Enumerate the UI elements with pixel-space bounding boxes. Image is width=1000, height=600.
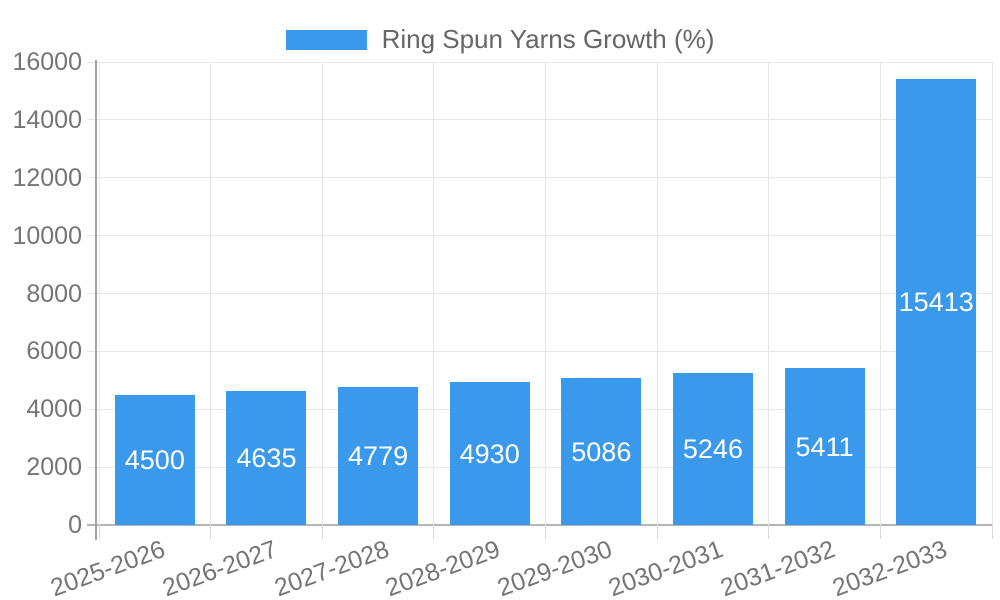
x-gridline bbox=[768, 62, 770, 525]
x-tick-label: 2026-2027 bbox=[158, 535, 281, 600]
x-tick-label: 2028-2029 bbox=[381, 535, 504, 600]
y-gridline bbox=[87, 350, 992, 352]
x-tick-label: 2031-2032 bbox=[716, 535, 839, 600]
x-gridline bbox=[656, 62, 658, 525]
y-axis-line bbox=[95, 60, 97, 540]
y-gridline bbox=[87, 408, 992, 410]
y-gridline bbox=[87, 466, 992, 468]
bar-value-label: 4779 bbox=[348, 441, 409, 471]
x-gridline bbox=[98, 62, 100, 525]
bar bbox=[896, 79, 977, 525]
x-gridline bbox=[991, 62, 993, 525]
x-tick-label: 2025-2026 bbox=[47, 535, 170, 600]
x-tick bbox=[210, 525, 212, 539]
bar-value-label: 4635 bbox=[236, 443, 297, 473]
x-tick-label: 2029-2030 bbox=[493, 535, 616, 600]
y-gridline bbox=[87, 119, 992, 121]
bar-value-label: 15413 bbox=[898, 287, 974, 317]
bar bbox=[114, 395, 195, 525]
y-tick-label: 6000 bbox=[26, 337, 82, 366]
y-tick-label: 12000 bbox=[12, 163, 82, 192]
y-tick-label: 8000 bbox=[26, 279, 82, 308]
x-gridline bbox=[545, 62, 546, 525]
bar-value-label: 5086 bbox=[571, 436, 632, 467]
x-tick bbox=[991, 525, 993, 539]
x-tick bbox=[98, 525, 100, 539]
x-tick-label: 2027-2028 bbox=[270, 535, 393, 600]
x-tick bbox=[656, 525, 658, 539]
y-tick-label: 4000 bbox=[26, 395, 82, 424]
x-tick bbox=[321, 525, 323, 539]
bar-value-label: 5246 bbox=[682, 434, 743, 464]
x-gridline bbox=[321, 62, 323, 525]
bar bbox=[672, 373, 753, 525]
bar-value-label: 4930 bbox=[459, 438, 520, 469]
y-gridline bbox=[87, 293, 992, 294]
x-gridline bbox=[210, 62, 212, 525]
legend-swatch-icon bbox=[285, 29, 367, 50]
x-tick-label: 2032-2033 bbox=[828, 535, 951, 600]
x-gridline bbox=[433, 62, 435, 525]
x-tick-label: 2030-2031 bbox=[605, 535, 728, 600]
y-gridline bbox=[87, 61, 992, 63]
bar bbox=[784, 368, 865, 525]
x-tick bbox=[768, 525, 770, 539]
y-tick-label: 0 bbox=[68, 511, 82, 539]
chart-legend[interactable]: Ring Spun Yarns Growth (%) bbox=[0, 24, 1000, 55]
x-axis-baseline bbox=[87, 524, 992, 526]
x-tick bbox=[433, 525, 435, 539]
bar-value-label: 5411 bbox=[795, 431, 854, 462]
legend-label: Ring Spun Yarns Growth (%) bbox=[381, 24, 715, 54]
y-tick-label: 10000 bbox=[12, 221, 82, 250]
y-tick-label: 2000 bbox=[26, 453, 82, 482]
y-tick-label: 16000 bbox=[12, 48, 82, 76]
bar bbox=[338, 387, 419, 525]
y-gridline bbox=[87, 177, 992, 179]
x-gridline bbox=[879, 62, 881, 525]
bar bbox=[561, 378, 642, 525]
y-gridline bbox=[87, 235, 992, 237]
y-tick-label: 14000 bbox=[12, 105, 82, 134]
bar bbox=[226, 391, 307, 525]
x-tick bbox=[879, 525, 881, 539]
bar bbox=[449, 382, 530, 525]
bar-value-label: 4500 bbox=[124, 445, 185, 475]
x-tick bbox=[545, 525, 546, 539]
